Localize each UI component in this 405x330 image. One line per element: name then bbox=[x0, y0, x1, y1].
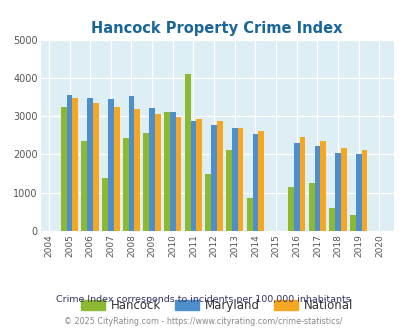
Bar bbox=[349, 215, 355, 231]
Bar bbox=[113, 107, 119, 231]
Bar bbox=[87, 98, 93, 231]
Bar bbox=[237, 128, 243, 231]
Bar bbox=[66, 95, 72, 231]
Bar bbox=[190, 121, 196, 231]
Bar bbox=[246, 198, 252, 231]
Bar bbox=[252, 134, 258, 231]
Bar bbox=[143, 133, 149, 231]
Bar bbox=[164, 112, 169, 231]
Text: © 2025 CityRating.com - https://www.cityrating.com/crime-statistics/: © 2025 CityRating.com - https://www.city… bbox=[64, 317, 341, 326]
Bar bbox=[335, 152, 340, 231]
Bar bbox=[355, 154, 361, 231]
Bar bbox=[61, 107, 66, 231]
Bar bbox=[155, 114, 160, 231]
Bar bbox=[205, 174, 211, 231]
Legend: Hancock, Maryland, National: Hancock, Maryland, National bbox=[77, 294, 357, 317]
Bar bbox=[288, 187, 293, 231]
Bar bbox=[184, 74, 190, 231]
Bar bbox=[299, 137, 305, 231]
Bar bbox=[196, 119, 202, 231]
Bar bbox=[320, 141, 325, 231]
Bar bbox=[102, 178, 108, 231]
Bar bbox=[216, 121, 222, 231]
Bar bbox=[169, 112, 175, 231]
Bar bbox=[175, 117, 181, 231]
Bar bbox=[108, 99, 113, 231]
Bar bbox=[231, 128, 237, 231]
Bar bbox=[134, 109, 140, 231]
Bar bbox=[328, 208, 335, 231]
Bar bbox=[149, 108, 155, 231]
Bar bbox=[81, 141, 87, 231]
Bar bbox=[308, 183, 314, 231]
Title: Hancock Property Crime Index: Hancock Property Crime Index bbox=[91, 21, 342, 36]
Bar bbox=[122, 138, 128, 231]
Text: Crime Index corresponds to incidents per 100,000 inhabitants: Crime Index corresponds to incidents per… bbox=[55, 295, 350, 304]
Bar bbox=[258, 131, 263, 231]
Bar bbox=[361, 150, 367, 231]
Bar bbox=[128, 96, 134, 231]
Bar bbox=[314, 146, 320, 231]
Bar bbox=[340, 148, 346, 231]
Bar bbox=[211, 125, 216, 231]
Bar bbox=[226, 150, 231, 231]
Bar bbox=[293, 143, 299, 231]
Bar bbox=[93, 103, 98, 231]
Bar bbox=[72, 98, 78, 231]
